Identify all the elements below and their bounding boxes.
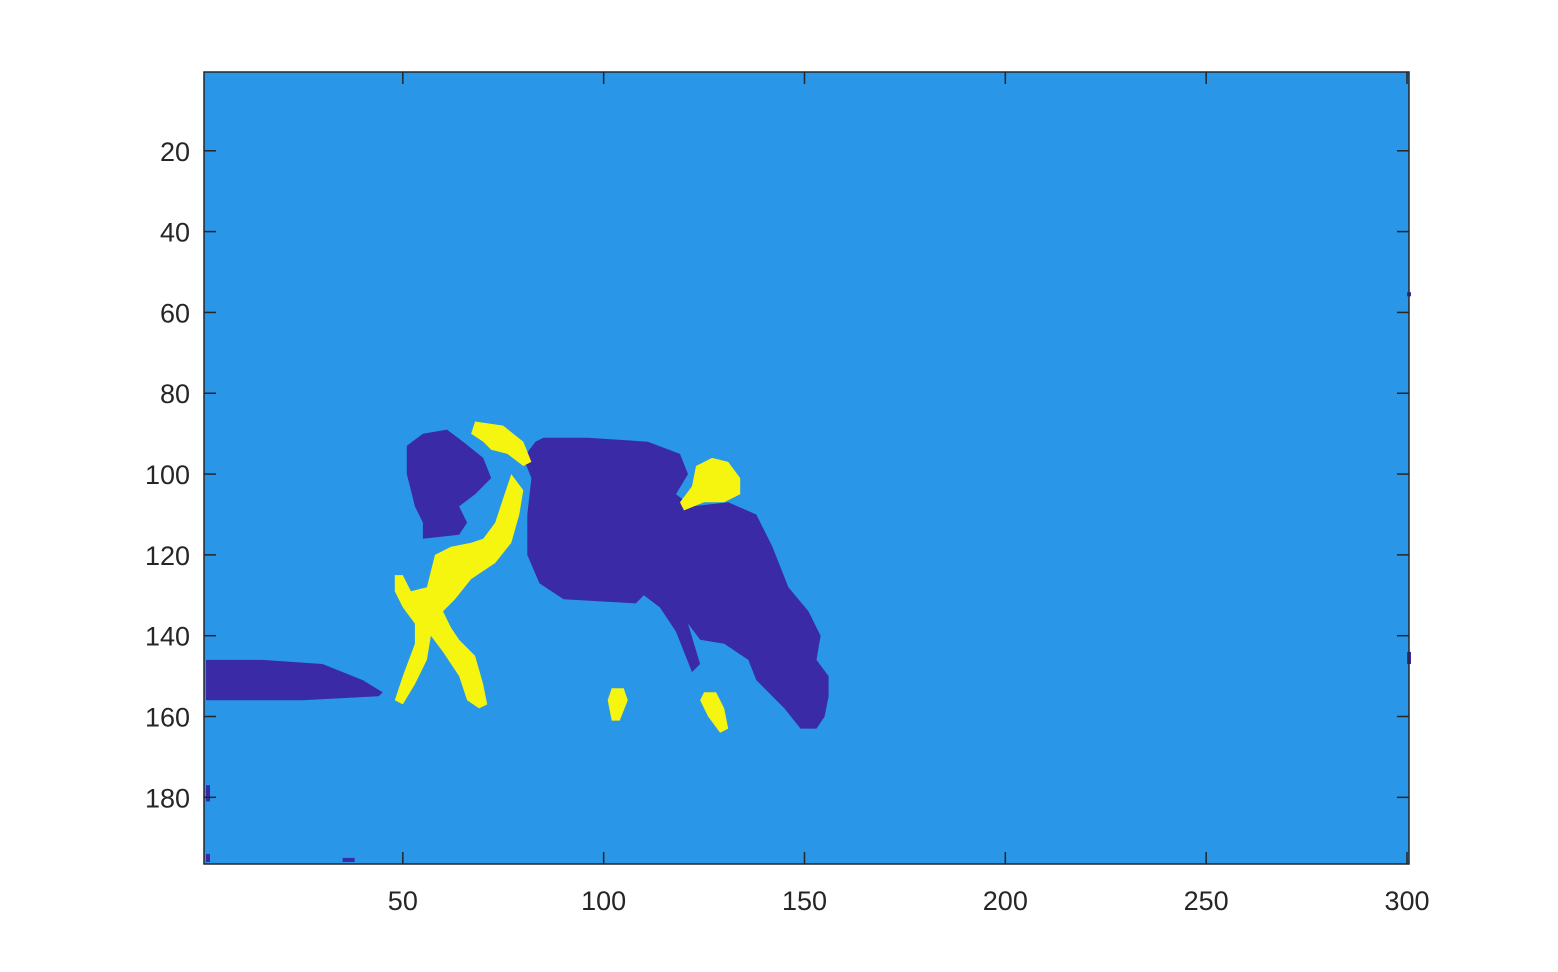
x-tick-label: 250 — [1184, 886, 1229, 916]
x-tick-label: 50 — [388, 886, 418, 916]
heatmap-region-level-1 — [406, 429, 492, 539]
y-tick-label: 60 — [160, 298, 190, 328]
y-tick-label: 180 — [145, 783, 190, 813]
x-axis-ticks: 50 100 150 200 250 300 — [388, 72, 1430, 916]
heatmap-region-level-3 — [471, 421, 532, 466]
heatmap-region-level-1 — [342, 857, 355, 862]
plot-area — [204, 72, 1411, 864]
x-tick-label: 100 — [581, 886, 626, 916]
y-axis-ticks: 20 40 60 80 100 120 140 160 180 — [145, 137, 1409, 813]
y-tick-label: 120 — [145, 541, 190, 571]
heatmap-region-level-3 — [700, 692, 729, 733]
heatmap-region-level-1 — [523, 437, 829, 729]
heatmap-region-level-3 — [607, 688, 628, 721]
y-tick-label: 20 — [160, 137, 190, 167]
axes: 50 100 150 200 250 300 20 40 60 80 100 120 140 160 18… — [145, 71, 1430, 916]
heatmap-region-level-3 — [394, 474, 524, 709]
y-tick-label: 160 — [145, 703, 190, 733]
x-tick-label: 200 — [983, 886, 1028, 916]
axes-box — [203, 71, 1410, 865]
heatmap-region-level-1 — [206, 659, 383, 701]
heatmap-region-level-1 — [772, 635, 789, 648]
heatmap-regions — [206, 292, 1411, 862]
y-tick-label: 140 — [145, 622, 190, 652]
y-tick-label: 100 — [145, 460, 190, 490]
heatmap-region-level-3 — [680, 457, 741, 511]
y-tick-label: 40 — [160, 218, 190, 248]
heatmap-region-level-1 — [206, 785, 210, 802]
heatmap-region-level-1 — [206, 853, 210, 862]
y-tick-label: 80 — [160, 379, 190, 409]
x-tick-label: 300 — [1384, 886, 1429, 916]
x-tick-label: 150 — [782, 886, 827, 916]
heatmap-background — [204, 72, 1409, 864]
